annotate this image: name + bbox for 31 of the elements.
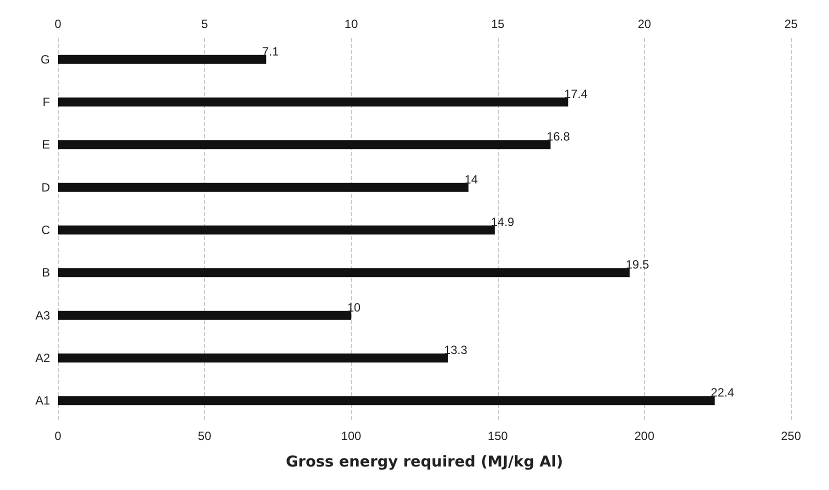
x2-tick-label: 5 (201, 17, 208, 31)
data-label: 13.3 (444, 343, 468, 357)
x-tick-label: 0 (54, 429, 62, 443)
data-label: 19.5 (626, 258, 650, 272)
y-tick-label: F (42, 95, 50, 109)
x2-tick-label: 15 (491, 17, 505, 31)
x-axis-title: Gross energy required (MJ/kg Al) (286, 452, 564, 470)
data-label: 17.4 (564, 87, 588, 101)
data-label: 14 (464, 172, 478, 186)
x2-tick-label: 25 (784, 17, 798, 31)
x2-tick-label: 10 (344, 17, 358, 31)
y-tick-label: A2 (35, 351, 50, 365)
data-label: 22.4 (710, 386, 734, 400)
y-tick-label: G (40, 52, 50, 66)
data-label: 7.1 (262, 44, 280, 58)
x-tick-label: 250 (780, 429, 802, 443)
data-label: 16.8 (546, 130, 570, 144)
data-label: 14.9 (490, 215, 515, 229)
x-tick-label: 150 (488, 429, 508, 443)
x2-tick-label: 0 (54, 17, 62, 31)
data-label: 10 (347, 300, 361, 314)
y-tick-label: C (41, 223, 50, 237)
x-tick-label: 100 (341, 429, 362, 443)
y-tick-label: A3 (35, 308, 50, 322)
x-tick-label: 50 (198, 429, 212, 443)
y-tick-label: E (42, 138, 50, 152)
y-tick-label: A1 (35, 394, 50, 408)
x-tick-label: 200 (634, 429, 655, 443)
y-tick-label: B (42, 266, 50, 280)
x2-tick-label: 20 (638, 17, 652, 31)
y-tick-label: D (41, 180, 50, 194)
